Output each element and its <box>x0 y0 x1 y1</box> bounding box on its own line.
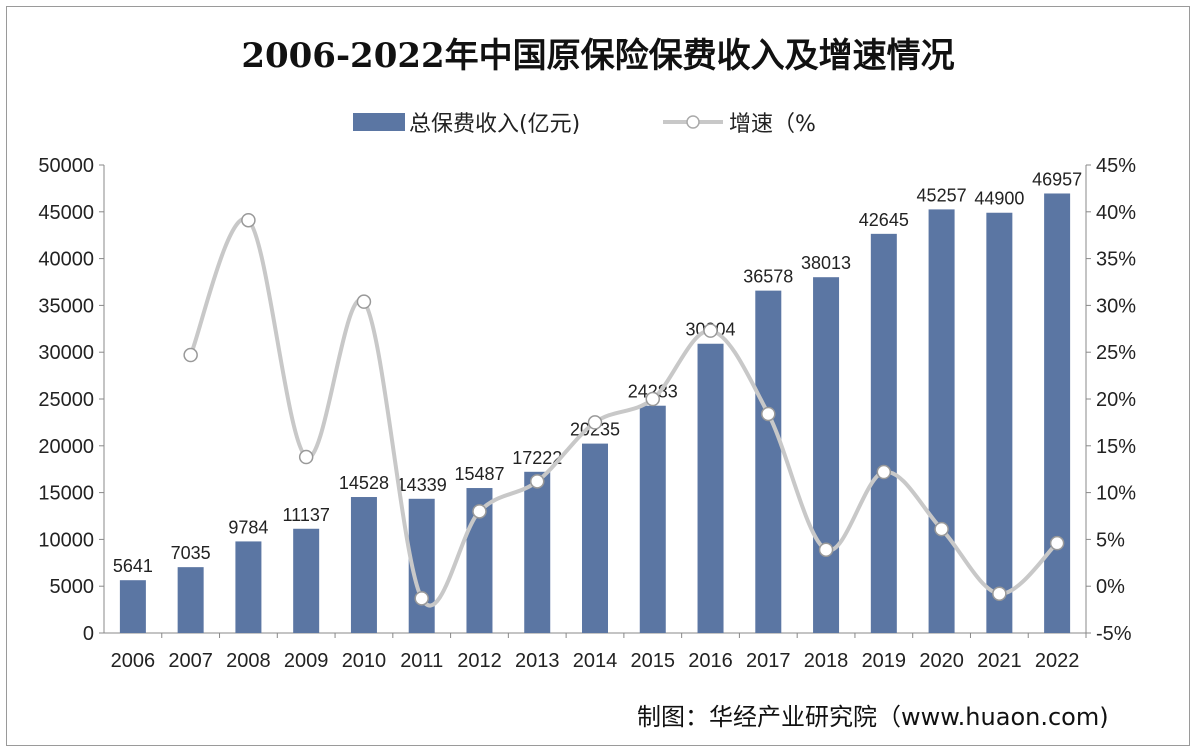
x-tick-label: 2010 <box>342 650 387 672</box>
growth-point <box>876 464 892 480</box>
right-tick-label: 15% <box>1096 436 1136 458</box>
left-tick-label: 45000 <box>38 202 94 224</box>
right-tick-label: 45% <box>1096 155 1136 177</box>
right-tick-label: 10% <box>1096 483 1136 505</box>
growth-point <box>587 415 603 430</box>
x-tick-label: 2016 <box>688 650 733 672</box>
x-tick-label: 2021 <box>977 650 1022 672</box>
right-tick-label: -5% <box>1096 623 1132 645</box>
right-tick-label: 40% <box>1096 202 1136 224</box>
bar <box>582 443 608 633</box>
growth-point <box>992 586 1007 601</box>
right-tick-label: 35% <box>1096 249 1136 271</box>
left-tick-label: 0 <box>83 623 94 645</box>
x-tick-label: 2006 <box>111 650 156 672</box>
bar-value-label: 15487 <box>454 464 504 484</box>
bar <box>986 212 1013 633</box>
bar-value-label: 7035 <box>171 543 211 563</box>
x-tick-label: 2013 <box>515 650 560 672</box>
right-tick-label: 20% <box>1096 389 1136 411</box>
bar <box>293 528 320 633</box>
bar-value-label: 17222 <box>512 448 562 468</box>
growth-point <box>472 504 487 519</box>
left-tick-label: 40000 <box>38 249 94 271</box>
bar <box>119 580 146 633</box>
x-tick-label: 2017 <box>746 650 791 672</box>
bar <box>755 290 782 633</box>
x-tick-label: 2014 <box>573 650 618 672</box>
growth-point <box>183 347 198 363</box>
legend-bar-swatch <box>353 113 405 131</box>
bar-value-label: 9784 <box>228 517 268 537</box>
growth-point <box>703 323 718 338</box>
legend-line-label: 增速（% <box>729 112 816 137</box>
growth-point <box>529 474 545 489</box>
chart: 2006-2022年中国原保险保费收入及增速情况 总保费收入(亿元) 增速（% … <box>38 36 1136 731</box>
legend-line-marker <box>686 115 700 129</box>
bar-value-label: 38013 <box>801 253 851 273</box>
growth-point <box>298 449 314 465</box>
source-note: 制图：华经产业研究院（www.huaon.com) <box>637 703 1109 731</box>
bar-value-label: 42645 <box>859 210 909 230</box>
bar-value-label: 36578 <box>743 267 793 287</box>
x-tick-label: 2020 <box>919 650 964 672</box>
right-tick-label: 5% <box>1096 529 1125 551</box>
bar <box>1044 193 1071 633</box>
x-tick-label: 2011 <box>400 650 443 672</box>
left-tick-label: 50000 <box>38 155 94 177</box>
bar <box>350 497 377 633</box>
bar <box>177 567 204 633</box>
bar-value-label: 5641 <box>113 556 153 576</box>
growth-point <box>414 591 429 606</box>
bar-value-label: 46957 <box>1032 169 1082 189</box>
growth-point <box>761 406 776 422</box>
right-tick-label: 25% <box>1096 342 1136 364</box>
bar <box>697 343 724 633</box>
bar-value-label: 44900 <box>974 189 1024 209</box>
growth-point <box>241 212 256 228</box>
legend-bar-label: 总保费收入(亿元) <box>409 112 580 137</box>
bar <box>813 277 840 633</box>
x-tick-label: 2015 <box>631 650 676 672</box>
bar-value-label: 14339 <box>397 475 447 495</box>
chart-title: 2006-2022年中国原保险保费收入及增速情况 <box>241 36 954 76</box>
left-tick-label: 30000 <box>38 342 94 364</box>
bar <box>639 405 666 633</box>
x-tick-label: 2012 <box>457 650 502 672</box>
left-tick-label: 25000 <box>38 389 94 411</box>
chart-frame: 2006-2022年中国原保险保费收入及增速情况 总保费收入(亿元) 增速（% … <box>6 6 1190 746</box>
bar <box>928 209 955 634</box>
x-tick-label: 2009 <box>284 650 329 672</box>
x-tick-label: 2007 <box>168 650 213 672</box>
x-tick-label: 2018 <box>804 650 849 672</box>
growth-point <box>818 542 834 557</box>
x-tick-label: 2008 <box>226 650 271 672</box>
bar-value-label: 14528 <box>339 473 389 493</box>
legend: 总保费收入(亿元) 增速（% <box>353 112 816 137</box>
growth-point <box>645 391 661 407</box>
bar-value-label: 45257 <box>917 185 967 205</box>
growth-point <box>1049 535 1065 551</box>
right-tick-label: 0% <box>1096 576 1125 598</box>
x-tick-label: 2019 <box>862 650 907 672</box>
bar-value-label: 11137 <box>282 505 329 525</box>
bar <box>870 233 897 633</box>
bar <box>524 471 551 633</box>
left-tick-label: 20000 <box>38 436 94 458</box>
growth-point <box>934 521 949 537</box>
left-tick-label: 5000 <box>50 576 95 598</box>
growth-line <box>188 216 1059 608</box>
x-tick-label: 2022 <box>1035 650 1080 672</box>
right-tick-label: 30% <box>1096 295 1136 317</box>
left-tick-label: 35000 <box>38 295 94 317</box>
growth-point <box>356 294 372 309</box>
bar <box>235 541 262 633</box>
left-tick-label: 10000 <box>38 529 94 551</box>
left-tick-label: 15000 <box>38 483 94 505</box>
